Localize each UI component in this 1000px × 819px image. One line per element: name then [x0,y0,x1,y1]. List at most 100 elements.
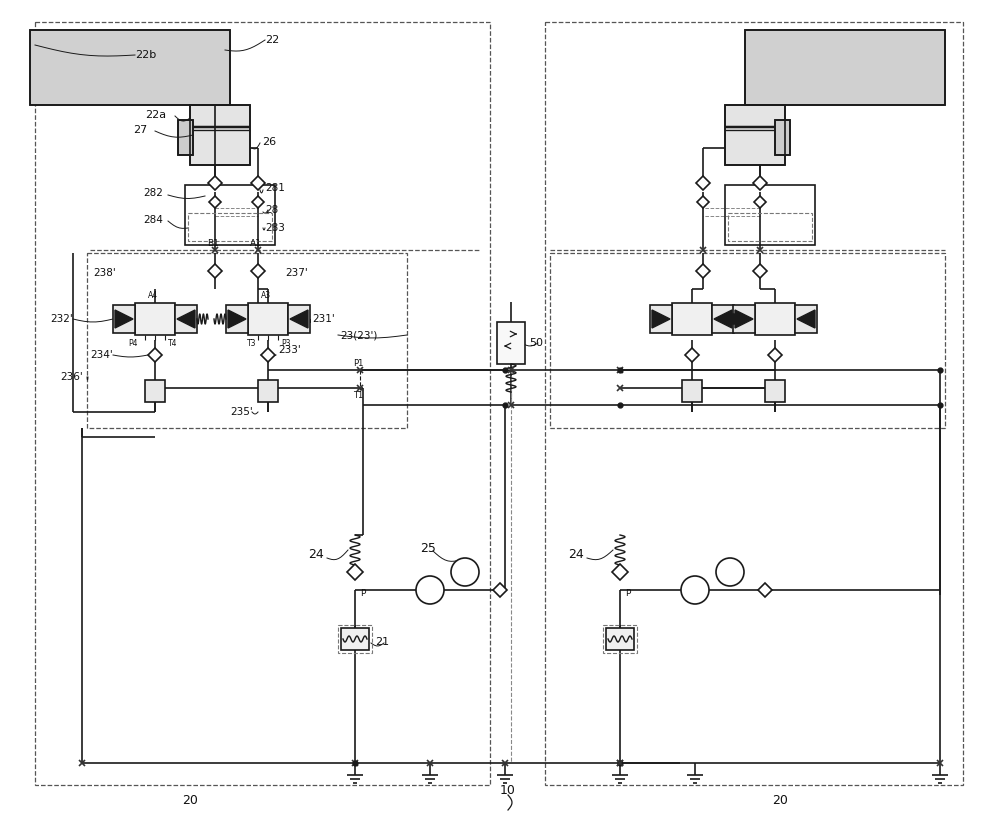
Polygon shape [208,264,222,278]
Polygon shape [754,196,766,208]
Bar [145,380,165,402]
Bar [606,628,634,650]
Bar [682,380,702,402]
Bar [188,213,272,241]
Polygon shape [493,583,507,597]
Text: 232': 232' [50,314,73,324]
Polygon shape [758,583,772,597]
Bar [87,253,407,428]
Polygon shape [290,310,308,328]
Bar [712,305,734,333]
Bar [745,30,945,105]
Text: 20: 20 [182,794,198,807]
Text: P4: P4 [128,338,138,347]
Text: T1: T1 [353,391,363,400]
Polygon shape [714,310,732,328]
Bar [226,305,248,333]
Text: T4: T4 [168,338,178,347]
Bar [288,305,310,333]
Polygon shape [696,264,710,278]
Bar [603,625,637,653]
Bar [135,303,175,335]
Bar [765,380,785,402]
Bar [795,305,817,333]
Text: T3: T3 [247,338,257,347]
Bar [190,105,250,165]
Circle shape [681,576,709,604]
Text: 235': 235' [230,407,253,417]
Text: 231': 231' [312,314,335,324]
Bar [775,120,790,155]
Text: 21: 21 [375,637,389,647]
Text: 26: 26 [262,137,276,147]
Text: 24: 24 [568,549,584,562]
Bar [185,185,275,245]
Bar [341,628,369,650]
Bar [175,305,197,333]
Text: A3: A3 [261,291,271,300]
Bar [497,322,525,364]
Text: 233': 233' [278,345,301,355]
Polygon shape [753,176,767,190]
Text: 24: 24 [308,549,324,562]
Text: P3: P3 [281,338,291,347]
Bar [725,105,785,165]
Text: 234': 234' [90,350,113,360]
Polygon shape [228,310,246,328]
Bar [725,185,815,245]
Text: P: P [625,589,630,598]
Polygon shape [612,564,628,580]
Bar [745,30,945,105]
Bar [672,303,712,335]
Text: A1: A1 [250,239,262,248]
Circle shape [416,576,444,604]
Polygon shape [797,310,815,328]
Text: 23(23'): 23(23') [340,330,377,340]
Polygon shape [115,310,133,328]
Text: P: P [360,589,365,598]
Text: 22a: 22a [145,110,166,120]
Bar [190,105,250,165]
Bar [30,30,230,105]
Bar [545,22,963,785]
Bar [338,625,372,653]
Text: 10: 10 [500,784,516,797]
Text: 283: 283 [265,223,285,233]
Text: P1: P1 [353,360,363,369]
Polygon shape [685,348,699,362]
Polygon shape [251,176,265,190]
Polygon shape [148,348,162,362]
Polygon shape [753,264,767,278]
Polygon shape [768,348,782,362]
Bar [728,213,812,241]
Bar [178,120,193,155]
Bar [35,22,490,785]
Text: M: M [460,567,470,577]
Polygon shape [251,264,265,278]
Text: 28: 28 [265,205,278,215]
Text: A4: A4 [148,291,158,300]
Bar [733,305,755,333]
Bar [550,253,945,428]
Polygon shape [209,196,221,208]
Text: 25: 25 [420,541,436,554]
Bar [775,120,790,155]
Text: M: M [725,567,735,577]
Circle shape [451,558,479,586]
Bar [30,30,230,105]
Polygon shape [652,310,670,328]
Text: 236': 236' [60,372,83,382]
Text: 22: 22 [265,35,279,45]
Polygon shape [697,196,709,208]
Bar [755,303,795,335]
Circle shape [716,558,744,586]
Text: 22b: 22b [135,50,156,60]
Polygon shape [252,196,264,208]
Text: 50: 50 [529,338,543,348]
Text: 281: 281 [265,183,285,193]
Text: 20: 20 [772,794,788,807]
Bar [725,105,785,165]
Bar [650,305,672,333]
Text: 282: 282 [143,188,163,198]
Polygon shape [177,310,195,328]
